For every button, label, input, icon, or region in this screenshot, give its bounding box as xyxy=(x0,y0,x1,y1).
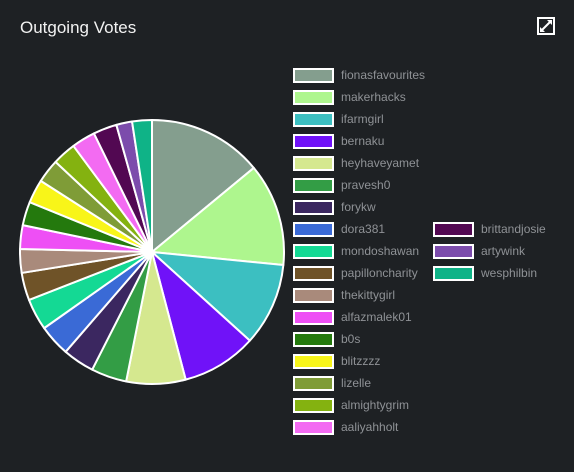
legend-label: almightygrim xyxy=(341,398,410,412)
legend-swatch xyxy=(293,375,334,391)
legend-item[interactable]: heyhaveyamet xyxy=(293,152,419,174)
legend-label: aaliyahholt xyxy=(341,420,399,434)
legend-swatch xyxy=(293,199,334,215)
legend-swatch xyxy=(293,287,334,303)
legend-label: thekittygirl xyxy=(341,288,396,302)
legend-label: mondoshawan xyxy=(341,244,420,258)
legend-swatch xyxy=(293,67,334,83)
legend-swatch xyxy=(293,353,334,369)
legend-item[interactable]: fionasfavourites xyxy=(293,64,425,86)
legend-item[interactable]: alfazmalek01 xyxy=(293,306,412,328)
legend-swatch xyxy=(433,243,474,259)
legend-item[interactable]: aaliyahholt xyxy=(293,416,398,438)
legend-item[interactable]: wesphilbin xyxy=(433,262,537,284)
legend-swatch xyxy=(293,221,334,237)
legend-label: blitzzzz xyxy=(341,354,381,368)
legend-label: heyhaveyamet xyxy=(341,156,420,170)
legend-item[interactable]: lizelle xyxy=(293,372,371,394)
legend-item[interactable]: almightygrim xyxy=(293,394,409,416)
legend-item[interactable]: makerhacks xyxy=(293,86,406,108)
legend-swatch xyxy=(433,265,474,281)
legend-swatch xyxy=(293,89,334,105)
legend-swatch xyxy=(293,133,334,149)
pie-slice-ifarmgirl[interactable] xyxy=(151,251,285,342)
legend-swatch xyxy=(293,243,334,259)
legend-label: fionasfavourites xyxy=(341,68,426,82)
legend-item[interactable]: mondoshawan xyxy=(293,240,419,262)
legend-item[interactable]: bernaku xyxy=(293,130,384,152)
legend-label: pravesh0 xyxy=(341,178,391,192)
pie-slice-fionasfavourites[interactable] xyxy=(151,119,255,253)
legend-swatch xyxy=(293,309,334,325)
pie-slice-wesphilbin[interactable] xyxy=(131,119,153,253)
legend-label: makerhacks xyxy=(341,90,406,104)
legend-label: dora381 xyxy=(341,222,386,236)
legend-label: papilloncharity xyxy=(341,266,418,280)
legend-swatch xyxy=(293,177,334,193)
legend-swatch xyxy=(293,111,334,127)
legend-swatch xyxy=(433,221,474,237)
legend-swatch xyxy=(293,419,334,435)
legend-item[interactable]: b0s xyxy=(293,328,360,350)
legend-item[interactable]: artywink xyxy=(433,240,525,262)
legend-label: lizelle xyxy=(341,376,372,390)
legend-label: brittandjosie xyxy=(481,222,546,236)
legend-item[interactable]: pravesh0 xyxy=(293,174,390,196)
legend-label: wesphilbin xyxy=(481,266,538,280)
legend-item[interactable]: thekittygirl xyxy=(293,284,395,306)
legend-label: b0s xyxy=(341,332,361,346)
legend-swatch xyxy=(293,155,334,171)
pie-slice-makerhacks[interactable] xyxy=(151,166,285,267)
legend-swatch xyxy=(293,265,334,281)
chart-title: Outgoing Votes xyxy=(20,18,137,37)
legend-label: ifarmgirl xyxy=(341,112,384,126)
legend-label: alfazmalek01 xyxy=(341,310,412,324)
legend-item[interactable]: blitzzzz xyxy=(293,350,380,372)
legend-item[interactable]: forykw xyxy=(293,196,376,218)
legend-label: forykw xyxy=(341,200,376,214)
legend-swatch xyxy=(293,397,334,413)
legend-item[interactable]: dora381 xyxy=(293,218,385,240)
legend-item[interactable]: papilloncharity xyxy=(293,262,418,284)
legend-label: artywink xyxy=(481,244,526,258)
legend-item[interactable]: brittandjosie xyxy=(433,218,546,240)
expand-icon[interactable] xyxy=(537,17,555,35)
legend-label: bernaku xyxy=(341,134,385,148)
legend-swatch xyxy=(293,331,334,347)
legend-item[interactable]: ifarmgirl xyxy=(293,108,384,130)
